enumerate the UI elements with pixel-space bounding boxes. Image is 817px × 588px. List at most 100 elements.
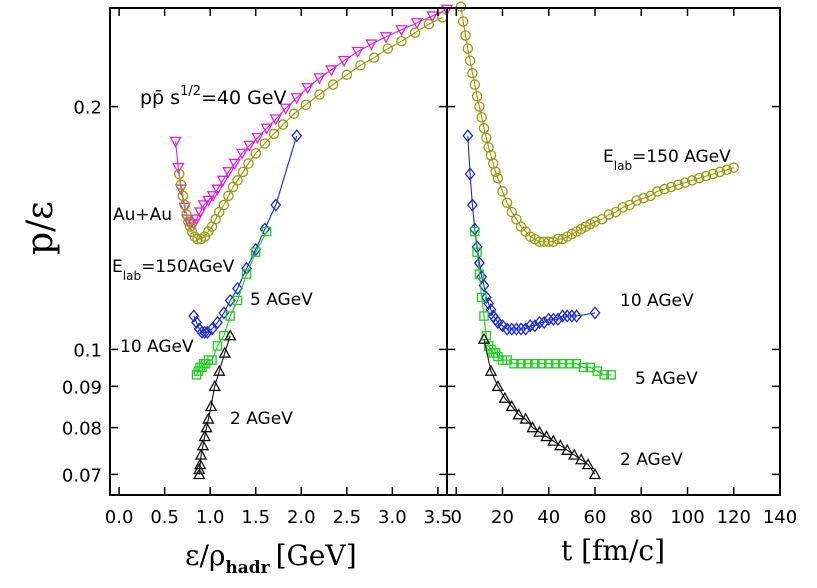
left-series-4-point-4 — [196, 439, 210, 451]
left-series-3-point-7 — [207, 355, 217, 365]
y-tick-label: 0.07 — [62, 465, 102, 486]
left-series-4-point-9 — [208, 379, 221, 392]
right-series-2-point-14 — [516, 358, 526, 369]
left-series-1-point-23 — [259, 138, 271, 149]
right-series-0-point-49 — [673, 179, 684, 191]
right-x-tick-5: 100 — [670, 8, 705, 528]
right-series-1-point-20 — [524, 319, 536, 333]
left-series-2-point-0 — [188, 309, 200, 323]
right-series-3-point-10 — [547, 434, 560, 446]
right-annotation-10agev: 10 AGeV — [620, 291, 694, 311]
left-series-1-point-0 — [173, 168, 185, 180]
left-series-1-point-31 — [355, 60, 366, 71]
right-series-1-point-25 — [547, 312, 559, 326]
right-series-1-point-0 — [462, 129, 474, 143]
right-series-2-point-27 — [606, 370, 616, 380]
left-series-1-point-36 — [423, 18, 435, 30]
right-series-0-point-18 — [501, 197, 513, 208]
right-series-0-point-4 — [464, 55, 476, 66]
right-series-1-point-2 — [466, 198, 478, 212]
right-x-tick-3: 60 — [584, 8, 607, 528]
right-x-tick-label: 100 — [670, 507, 704, 528]
left-series-0-point-21 — [279, 103, 292, 115]
y-tick-label: 0.09 — [62, 377, 102, 398]
left-x-tick-label: 0.0 — [105, 507, 134, 528]
right-series-1-point-26 — [552, 312, 564, 326]
right-x-tick-1: 20 — [491, 8, 514, 528]
left-series-2-point-5 — [202, 325, 213, 339]
left-series-0-point-30 — [395, 25, 408, 37]
left-plot-area — [169, 4, 454, 480]
right-series-1-point-8 — [480, 290, 492, 305]
left-x-tick-label: 2.0 — [287, 507, 316, 528]
left-series-0-point-7 — [190, 214, 203, 226]
left-series-0-point-25 — [325, 65, 338, 77]
right-series-2-point-19 — [550, 358, 561, 369]
right-series-1-point-1 — [464, 167, 476, 181]
left-x-tick-5: 2.5 — [332, 8, 361, 528]
left-series-1-point-33 — [382, 43, 394, 54]
left-series-0-point-27 — [351, 46, 364, 59]
right-series-3-point-0 — [477, 332, 491, 344]
left-series-1-point-20 — [237, 166, 249, 178]
right-series-2-point-23 — [578, 362, 589, 373]
right-series-1-point-31 — [589, 306, 601, 320]
left-series-4-point-12 — [224, 329, 237, 341]
left-series-1-point-32 — [368, 52, 380, 63]
left-series-3-point-10 — [225, 311, 235, 321]
left-series-4-point-2 — [193, 458, 207, 470]
right-series-0-point-5 — [467, 67, 478, 79]
left-x-tick-label: 1.0 — [196, 507, 225, 528]
right-series-1-point-18 — [515, 322, 527, 336]
left-series-1-point-37 — [437, 12, 448, 23]
left-series-4-point-7 — [202, 412, 215, 424]
right-series-3-point-15 — [581, 458, 595, 470]
left-series-2-point-10 — [232, 281, 243, 296]
left-series-0-point-11 — [206, 191, 220, 203]
left-series-3 — [191, 226, 272, 380]
left-series-1 — [173, 12, 448, 245]
right-series-1-point-17 — [510, 322, 522, 336]
right-series-0-point-55 — [714, 166, 726, 178]
left-series-2-point-15 — [291, 129, 303, 143]
right-series-0-point-37 — [589, 216, 601, 227]
y-tick-label: 0.2 — [73, 98, 102, 119]
left-series-0-point-19 — [260, 123, 273, 135]
right-series-0-point-10 — [478, 123, 490, 134]
right-x-tick-7: 140 — [763, 8, 797, 528]
left-x-tick-7: 3.5 — [424, 8, 452, 528]
left-series-1-point-9 — [192, 233, 203, 245]
right-x-tick-label: 60 — [584, 507, 607, 528]
right-series-2 — [469, 226, 616, 380]
left-x-tick-label: 1.5 — [241, 507, 270, 528]
right-series-1-point-10 — [485, 303, 497, 317]
right-series-0-point-41 — [617, 202, 629, 213]
right-series-0-point-8 — [474, 101, 485, 112]
left-annotation-elab: Elab=150AGeV — [112, 257, 235, 283]
right-series-0-point-2 — [460, 30, 471, 41]
right-x-tick-0: 0 — [451, 8, 462, 528]
left-series-4-point-3 — [194, 448, 208, 460]
left-series-3-point-11 — [232, 295, 243, 306]
right-series-0-point-3 — [462, 43, 474, 54]
right-series-3-point-16 — [588, 467, 602, 480]
left-series-2-point-7 — [212, 315, 223, 330]
left-x-tick-4: 2.0 — [287, 8, 316, 528]
right-series-0-point-52 — [693, 173, 705, 184]
right-series-1-point-21 — [529, 319, 541, 333]
right-series-3-point-4 — [505, 399, 518, 412]
right-series-1-point-7 — [478, 278, 490, 293]
right-series-2-point-0 — [469, 226, 480, 237]
left-x-tick-label: 3.0 — [378, 507, 407, 528]
y-tick-1: 0.08 — [62, 419, 780, 440]
right-x-tick-6: 120 — [717, 8, 751, 528]
y-tick-label: 0.08 — [62, 419, 102, 440]
left-series-0-point-26 — [337, 55, 351, 68]
left-series-0-point-23 — [301, 83, 314, 95]
right-series-0-point-53 — [700, 170, 712, 182]
right-series-2-point-13 — [509, 358, 519, 369]
right-series-2-point-2 — [474, 269, 485, 279]
left-series-1-point-4 — [181, 209, 192, 220]
right-series-2-point-15 — [523, 358, 533, 369]
